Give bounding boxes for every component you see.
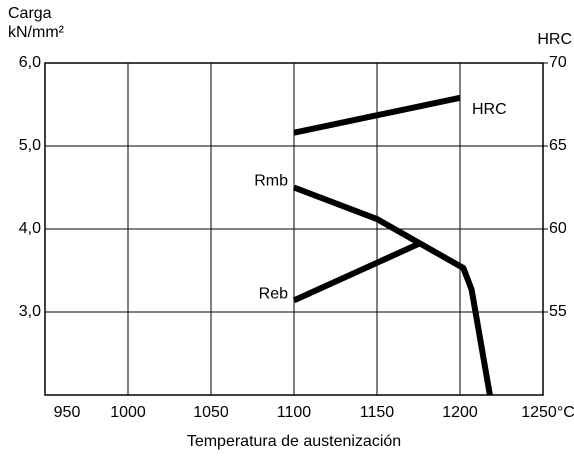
y-tick-label: 5,0 <box>19 137 41 154</box>
y-axis-label: Carga <box>8 5 52 22</box>
x-tick-label: 1050 <box>193 404 229 421</box>
series-label: HRC <box>472 101 507 118</box>
series-label: Reb <box>259 286 288 303</box>
plot-frame <box>44 62 544 396</box>
series-label: Rmb <box>254 173 288 190</box>
x-tick-label: 1150 <box>360 404 395 421</box>
y-tick-label: 6,0 <box>19 54 41 71</box>
y2-tick-label: 55 <box>549 303 567 320</box>
x-tick-label: 950 <box>54 404 81 421</box>
y2-axis-label: HRC <box>537 31 572 48</box>
x-tick-label: 1100 <box>277 404 312 421</box>
y-tick-label: 4,0 <box>19 220 41 237</box>
y2-tick-label: 70 <box>549 54 567 71</box>
y-tick-label: 3,0 <box>19 303 41 320</box>
y-axis-label: kN/mm² <box>8 24 65 41</box>
line <box>292 184 493 396</box>
x-tick-label: 1200 <box>442 404 478 421</box>
x-tick-label: 1000 <box>110 404 146 421</box>
line <box>293 94 461 136</box>
y2-tick-label: 60 <box>549 220 567 237</box>
line <box>292 241 420 304</box>
x-tick-label: 1250°C <box>521 404 574 421</box>
y2-tick-label: 65 <box>549 137 567 154</box>
x-axis-label: Temperatura de austenización <box>187 433 401 450</box>
